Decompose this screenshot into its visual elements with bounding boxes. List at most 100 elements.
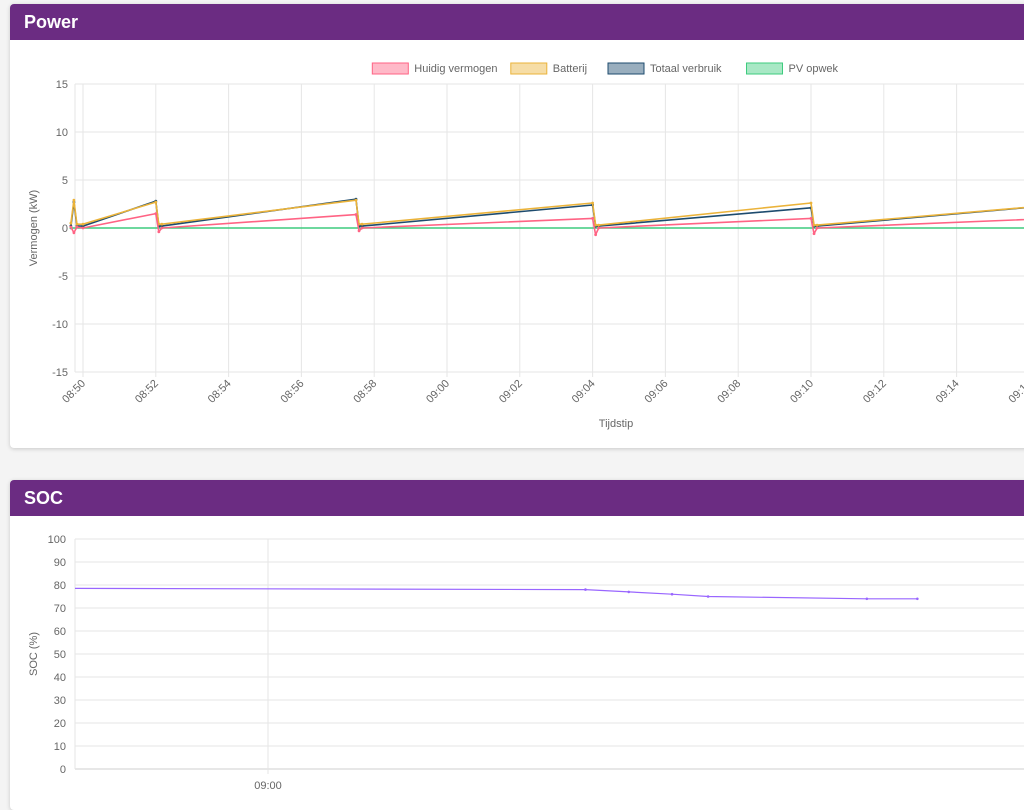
data-point bbox=[354, 198, 358, 202]
legend: Huidig vermogen Batterij Totaal verbruik PV… bbox=[371, 62, 839, 75]
data-point bbox=[154, 200, 158, 204]
legend-swatch[interactable] bbox=[746, 62, 783, 75]
data-point bbox=[627, 590, 631, 594]
data-point bbox=[360, 224, 364, 228]
x-tick-label: 08:54 bbox=[206, 378, 234, 406]
x-tick-label: 09:02 bbox=[497, 378, 525, 406]
y-tick-label: 30 bbox=[54, 695, 66, 707]
data-point bbox=[360, 226, 364, 230]
data-point bbox=[160, 226, 164, 230]
series-huidig-vermogen bbox=[69, 212, 1024, 237]
legend-swatch[interactable] bbox=[371, 62, 409, 75]
soc-panel-title: SOC bbox=[10, 480, 1024, 516]
y-tick-label: 90 bbox=[54, 557, 66, 569]
data-point bbox=[809, 201, 813, 205]
legend-item[interactable]: Huidig vermogen bbox=[371, 62, 497, 75]
data-point bbox=[706, 595, 710, 598]
y-tick-label: 80 bbox=[54, 580, 66, 592]
data-point bbox=[354, 213, 358, 216]
series-line bbox=[70, 212, 1024, 236]
x-tick-label: 09:00 bbox=[424, 378, 452, 406]
x-tick-label: 09:06 bbox=[643, 378, 671, 406]
data-point bbox=[69, 225, 73, 229]
data-point bbox=[865, 597, 869, 601]
y-tick-label: 70 bbox=[54, 603, 66, 615]
series-soc bbox=[74, 587, 919, 601]
data-point bbox=[360, 222, 364, 226]
power-panel: Power 15 10 5 0 -5 -10 -15 08:50 08:52 08:54 08:56… bbox=[10, 4, 1024, 448]
y-tick-label: 100 bbox=[48, 534, 66, 546]
legend-item[interactable]: PV opwek bbox=[746, 62, 839, 75]
data-point bbox=[160, 224, 164, 228]
x-tick-label: 09:10 bbox=[788, 378, 816, 406]
series-batterij bbox=[69, 198, 1024, 227]
y-tick-label: -5 bbox=[58, 271, 68, 283]
x-tick-label: 08:52 bbox=[133, 378, 161, 406]
y-axis-label: SOC (%) bbox=[28, 632, 40, 676]
y-tick-label: 15 bbox=[56, 79, 68, 91]
data-point bbox=[591, 217, 594, 220]
legend-swatch[interactable] bbox=[607, 62, 645, 75]
legend-label[interactable]: PV opwek bbox=[789, 63, 839, 75]
data-point bbox=[809, 217, 813, 220]
y-tick-label: 10 bbox=[56, 127, 68, 139]
legend-label[interactable]: Batterij bbox=[553, 63, 587, 75]
x-tick-label: 09:12 bbox=[861, 378, 889, 406]
series-line bbox=[74, 587, 918, 600]
y-tick-label: 40 bbox=[54, 672, 66, 684]
y-tick-label: 0 bbox=[62, 223, 68, 235]
y-tick-label: 5 bbox=[62, 175, 68, 187]
y-tick-label: 60 bbox=[54, 626, 66, 638]
y-axis-label: Vermogen (kW) bbox=[28, 190, 40, 266]
data-point bbox=[75, 222, 79, 226]
data-point bbox=[591, 201, 594, 205]
data-point bbox=[69, 221, 73, 225]
legend-label[interactable]: Huidig vermogen bbox=[414, 63, 497, 75]
data-point bbox=[815, 223, 819, 227]
data-point bbox=[812, 223, 816, 227]
y-tick-label: 0 bbox=[60, 764, 66, 776]
x-tick-label: 08:56 bbox=[279, 378, 307, 406]
y-tick-label: -15 bbox=[52, 367, 68, 379]
legend-swatch[interactable] bbox=[510, 62, 548, 75]
data-point bbox=[75, 225, 79, 229]
data-point bbox=[81, 224, 85, 228]
legend-label[interactable]: Totaal verbruik bbox=[650, 63, 722, 75]
legend-item[interactable]: Batterij bbox=[510, 62, 587, 75]
y-tick-label: 10 bbox=[54, 741, 66, 753]
series-pv-opwek bbox=[69, 226, 1024, 230]
power-grid bbox=[75, 83, 1024, 377]
y-tick-label: -10 bbox=[52, 319, 68, 331]
data-point bbox=[584, 588, 587, 591]
legend-item[interactable]: Totaal verbruik bbox=[607, 62, 722, 75]
y-tick-label: 20 bbox=[54, 718, 66, 730]
x-axis-label: Tijdstip bbox=[599, 418, 633, 430]
x-tick-label: 08:50 bbox=[60, 378, 88, 406]
soc-panel: SOC 100 90 80 70 60 50 40 30 20 10 0 09:00 SOC (%) bbox=[10, 480, 1024, 810]
data-point bbox=[815, 226, 819, 230]
data-point bbox=[597, 223, 601, 227]
series-line bbox=[70, 198, 1024, 227]
data-point bbox=[597, 226, 601, 230]
data-point bbox=[157, 230, 161, 234]
power-panel-title: Power bbox=[10, 4, 1024, 40]
data-point bbox=[72, 231, 76, 235]
data-point bbox=[594, 223, 598, 227]
data-point bbox=[916, 597, 919, 601]
series-line bbox=[70, 199, 1024, 226]
data-point bbox=[357, 229, 361, 233]
data-point bbox=[81, 222, 85, 226]
data-point bbox=[160, 222, 164, 226]
x-tick-label: 09:08 bbox=[715, 378, 743, 406]
x-tick-label: 09:16 bbox=[1007, 378, 1024, 406]
x-tick-label: 09:14 bbox=[934, 378, 962, 406]
data-point bbox=[81, 226, 85, 230]
x-tick-label: 08:58 bbox=[351, 378, 379, 406]
x-tick-label: 09:04 bbox=[570, 378, 598, 406]
data-point bbox=[594, 233, 598, 237]
x-tick-label: 09:00 bbox=[254, 780, 282, 792]
data-point bbox=[154, 212, 158, 216]
y-tick-label: 50 bbox=[54, 649, 66, 661]
